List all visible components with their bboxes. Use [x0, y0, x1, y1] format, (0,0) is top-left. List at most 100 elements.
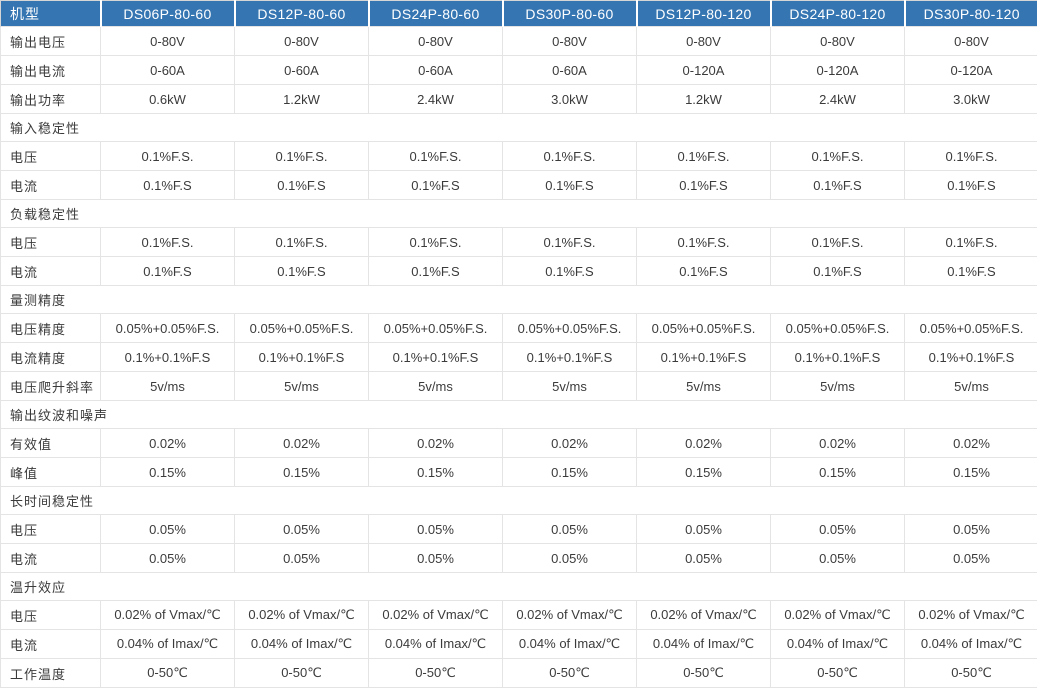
spec-table-body: 输出电压 0-80V 0-80V 0-80V 0-80V 0-80V 0-80V 0-80V 输…	[0, 26, 1037, 688]
spec-value-cell: 0.1%F.S	[770, 170, 905, 200]
spec-value-cell: 0.02%	[502, 428, 637, 458]
spec-value-cell: 1.2kW	[636, 84, 771, 114]
spec-value-cell: 0.1%F.S.	[636, 141, 771, 171]
spec-value-cell: 0-80V	[770, 26, 905, 56]
spec-value-cell: 0.04% of Imax/℃	[368, 629, 503, 659]
spec-value-cell: 0.05%+0.05%F.S.	[234, 313, 369, 343]
table-row: 电压 0.02% of Vmax/℃ 0.02% of Vmax/℃ 0.02% of…	[0, 600, 1037, 630]
spec-value-cell: 0.05%	[100, 514, 235, 544]
spec-value-cell: 0-60A	[234, 55, 369, 85]
row-label: 电压爬升斜率	[0, 371, 101, 401]
section-row: 输入稳定性	[0, 113, 1037, 142]
spec-value-cell: 0.1%F.S.	[502, 141, 637, 171]
spec-value-cell: 0-120A	[770, 55, 905, 85]
row-label: 峰值	[0, 457, 101, 487]
spec-value-cell: 0-50℃	[636, 658, 771, 688]
spec-value-cell: 0-50℃	[100, 658, 235, 688]
spec-value-cell: 0-50℃	[904, 658, 1037, 688]
table-row: 峰值 0.15% 0.15% 0.15% 0.15% 0.15% 0.15% 0.15%	[0, 457, 1037, 487]
spec-value-cell: 0.1%+0.1%F.S	[636, 342, 771, 372]
spec-value-cell: 0.1%F.S	[368, 256, 503, 286]
spec-value-cell: 0.05%+0.05%F.S.	[770, 313, 905, 343]
table-row: 输出电流 0-60A 0-60A 0-60A 0-60A 0-120A 0-120A 0-12…	[0, 55, 1037, 85]
table-row: 电压爬升斜率 5v/ms 5v/ms 5v/ms 5v/ms 5v/ms 5v/ms 5v/m…	[0, 371, 1037, 401]
table-row: 电压 0.05% 0.05% 0.05% 0.05% 0.05% 0.05% 0.05%	[0, 514, 1037, 544]
spec-value-cell: 0.02%	[636, 428, 771, 458]
spec-value-cell: 0.02%	[234, 428, 369, 458]
table-row: 电流 0.1%F.S 0.1%F.S 0.1%F.S 0.1%F.S 0.1%F.S 0.1…	[0, 256, 1037, 286]
spec-value-cell: 0-60A	[368, 55, 503, 85]
row-label: 电流	[0, 256, 101, 286]
spec-value-cell: 0-80V	[368, 26, 503, 56]
spec-value-cell: 0-80V	[234, 26, 369, 56]
spec-value-cell: 5v/ms	[100, 371, 235, 401]
table-row: 电压 0.1%F.S. 0.1%F.S. 0.1%F.S. 0.1%F.S. 0.1%F.…	[0, 141, 1037, 171]
spec-value-cell: 1.2kW	[234, 84, 369, 114]
header-row: 机型 DS06P-80-60 DS12P-80-60 DS24P-80-60 DS30P…	[0, 0, 1037, 27]
spec-value-cell: 0.02% of Vmax/℃	[368, 600, 503, 630]
spec-value-cell: 0.1%F.S	[100, 170, 235, 200]
section-row: 负载稳定性	[0, 199, 1037, 228]
spec-value-cell: 0.05%	[368, 514, 503, 544]
spec-value-cell: 0.1%F.S	[368, 170, 503, 200]
section-row: 温升效应	[0, 572, 1037, 601]
spec-value-cell: 0.02%	[368, 428, 503, 458]
spec-value-cell: 0.1%+0.1%F.S	[368, 342, 503, 372]
spec-value-cell: 0.1%+0.1%F.S	[770, 342, 905, 372]
spec-value-cell: 0-80V	[100, 26, 235, 56]
section-row: 长时间稳定性	[0, 486, 1037, 515]
spec-value-cell: 0-50℃	[502, 658, 637, 688]
spec-value-cell: 0.05%	[502, 543, 637, 573]
section-label: 负载稳定性	[0, 199, 1037, 228]
spec-value-cell: 0.02% of Vmax/℃	[234, 600, 369, 630]
spec-value-cell: 0.1%F.S.	[904, 227, 1037, 257]
section-label: 温升效应	[0, 572, 1037, 601]
spec-value-cell: 0.15%	[234, 457, 369, 487]
spec-value-cell: 0.04% of Imax/℃	[636, 629, 771, 659]
spec-value-cell: 0.15%	[100, 457, 235, 487]
model-name-header: DS30P-80-120	[903, 0, 1037, 27]
spec-value-cell: 0.1%F.S.	[502, 227, 637, 257]
spec-value-cell: 3.0kW	[904, 84, 1037, 114]
spec-value-cell: 0.1%F.S.	[904, 141, 1037, 171]
row-label: 电流精度	[0, 342, 101, 372]
section-row: 输出纹波和噪声	[0, 400, 1037, 429]
spec-value-cell: 5v/ms	[234, 371, 369, 401]
section-label: 长时间稳定性	[0, 486, 1037, 515]
spec-value-cell: 0.15%	[502, 457, 637, 487]
spec-value-cell: 0.1%+0.1%F.S	[100, 342, 235, 372]
spec-value-cell: 0.15%	[770, 457, 905, 487]
model-name-header: DS30P-80-60	[501, 0, 637, 27]
spec-value-cell: 0.05%	[770, 514, 905, 544]
spec-value-cell: 0.1%F.S.	[770, 141, 905, 171]
spec-value-cell: 5v/ms	[368, 371, 503, 401]
model-name-header: DS24P-80-60	[367, 0, 503, 27]
row-label: 工作温度	[0, 658, 101, 688]
spec-value-cell: 0-60A	[502, 55, 637, 85]
spec-table-head: 机型 DS06P-80-60 DS12P-80-60 DS24P-80-60 DS30P…	[0, 0, 1037, 27]
spec-value-cell: 0.02% of Vmax/℃	[636, 600, 771, 630]
spec-value-cell: 0.05%	[368, 543, 503, 573]
spec-value-cell: 0.05%	[100, 543, 235, 573]
spec-value-cell: 0.05%	[770, 543, 905, 573]
row-label: 电压	[0, 141, 101, 171]
spec-value-cell: 0.02% of Vmax/℃	[100, 600, 235, 630]
spec-value-cell: 0.04% of Imax/℃	[502, 629, 637, 659]
spec-value-cell: 0.1%F.S.	[636, 227, 771, 257]
table-row: 电流 0.04% of Imax/℃ 0.04% of Imax/℃ 0.04% of…	[0, 629, 1037, 659]
table-row: 输出功率 0.6kW 1.2kW 2.4kW 3.0kW 1.2kW 2.4kW 3.0kW	[0, 84, 1037, 114]
spec-value-cell: 0.04% of Imax/℃	[234, 629, 369, 659]
spec-value-cell: 0.1%F.S	[636, 256, 771, 286]
section-row: 量测精度	[0, 285, 1037, 314]
spec-value-cell: 0.1%F.S	[904, 256, 1037, 286]
row-label: 电流	[0, 629, 101, 659]
model-name-header: DS12P-80-120	[635, 0, 771, 27]
section-label: 输入稳定性	[0, 113, 1037, 142]
model-name-header: DS12P-80-60	[233, 0, 369, 27]
spec-value-cell: 0.04% of Imax/℃	[100, 629, 235, 659]
spec-value-cell: 0.02%	[904, 428, 1037, 458]
spec-value-cell: 0.15%	[368, 457, 503, 487]
spec-value-cell: 0.02%	[100, 428, 235, 458]
spec-value-cell: 0.05%+0.05%F.S.	[636, 313, 771, 343]
spec-value-cell: 0.15%	[636, 457, 771, 487]
